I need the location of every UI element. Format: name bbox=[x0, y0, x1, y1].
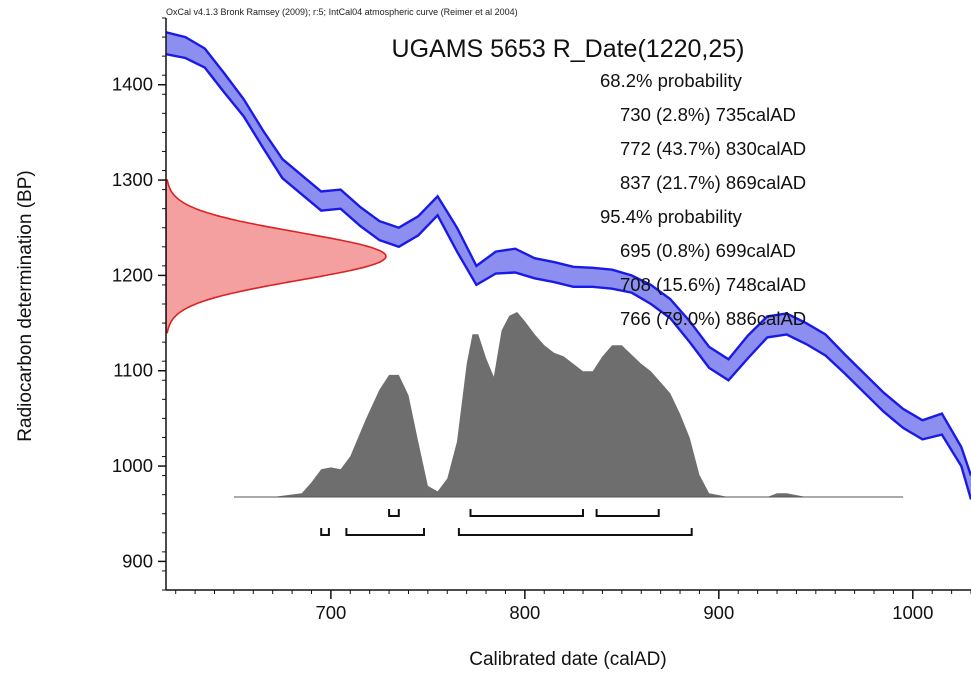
label-95-probability: 95.4% probability bbox=[600, 206, 743, 227]
radiocarbon-date-distribution bbox=[166, 179, 387, 334]
y-axis-ticks: 900 1000 1100 1200 1300 1400 bbox=[112, 17, 166, 591]
bracket-95-2 bbox=[345, 528, 425, 536]
bracket-68-3 bbox=[595, 509, 660, 517]
y-tick-label-1100: 1100 bbox=[113, 360, 153, 381]
y-tick-label-1000: 1000 bbox=[112, 455, 153, 476]
range-68-3: 837 (21.7%) 869calAD bbox=[620, 172, 806, 193]
x-axis-ticks: 700 800 900 1000 bbox=[175, 590, 971, 623]
x-tick-label-800: 800 bbox=[509, 602, 540, 623]
y-tick-label-1300: 1300 bbox=[112, 169, 153, 190]
range-brackets bbox=[320, 509, 693, 536]
x-axis-label: Calibrated date (calAD) bbox=[469, 649, 666, 670]
calibration-curve-upper-line bbox=[166, 31, 971, 476]
range-95-1: 695 (0.8%) 699calAD bbox=[620, 240, 796, 261]
x-tick-label-1000: 1000 bbox=[892, 602, 933, 623]
bracket-95-1 bbox=[320, 528, 330, 536]
y-tick-label-1400: 1400 bbox=[112, 74, 153, 95]
range-68-2: 772 (43.7%) 830calAD bbox=[620, 138, 806, 159]
calibrated-date-distribution bbox=[233, 312, 904, 497]
y-axis-label: Radiocarbon determination (BP) bbox=[15, 170, 36, 441]
label-68-probability: 68.2% probability bbox=[600, 70, 743, 91]
range-68-1: 730 (2.8%) 735calAD bbox=[620, 104, 796, 125]
range-95-3: 766 (79.0%) 886calAD bbox=[620, 308, 806, 329]
probability-annotations: 68.2% probability 730 (2.8%) 735calAD 77… bbox=[600, 70, 806, 329]
axes: 900 1000 1100 1200 1300 1400 700 800 900 1000 bbox=[112, 17, 971, 623]
range-95-2: 708 (15.6%) 748calAD bbox=[620, 274, 806, 295]
y-tick-label-900: 900 bbox=[122, 550, 153, 571]
plot-area bbox=[166, 31, 971, 536]
chart-title: UGAMS 5653 R_Date(1220,25) bbox=[392, 35, 745, 63]
y-tick-label-1200: 1200 bbox=[112, 264, 153, 285]
oxcal-credit: OxCal v4.1.3 Bronk Ramsey (2009); r:5; I… bbox=[166, 7, 518, 17]
bracket-68-1 bbox=[388, 509, 400, 517]
x-tick-label-700: 700 bbox=[315, 602, 346, 623]
x-tick-label-900: 900 bbox=[703, 602, 734, 623]
calibration-curve-lower-line bbox=[166, 53, 971, 500]
bracket-95-3 bbox=[457, 528, 693, 536]
bracket-68-2 bbox=[469, 509, 584, 517]
